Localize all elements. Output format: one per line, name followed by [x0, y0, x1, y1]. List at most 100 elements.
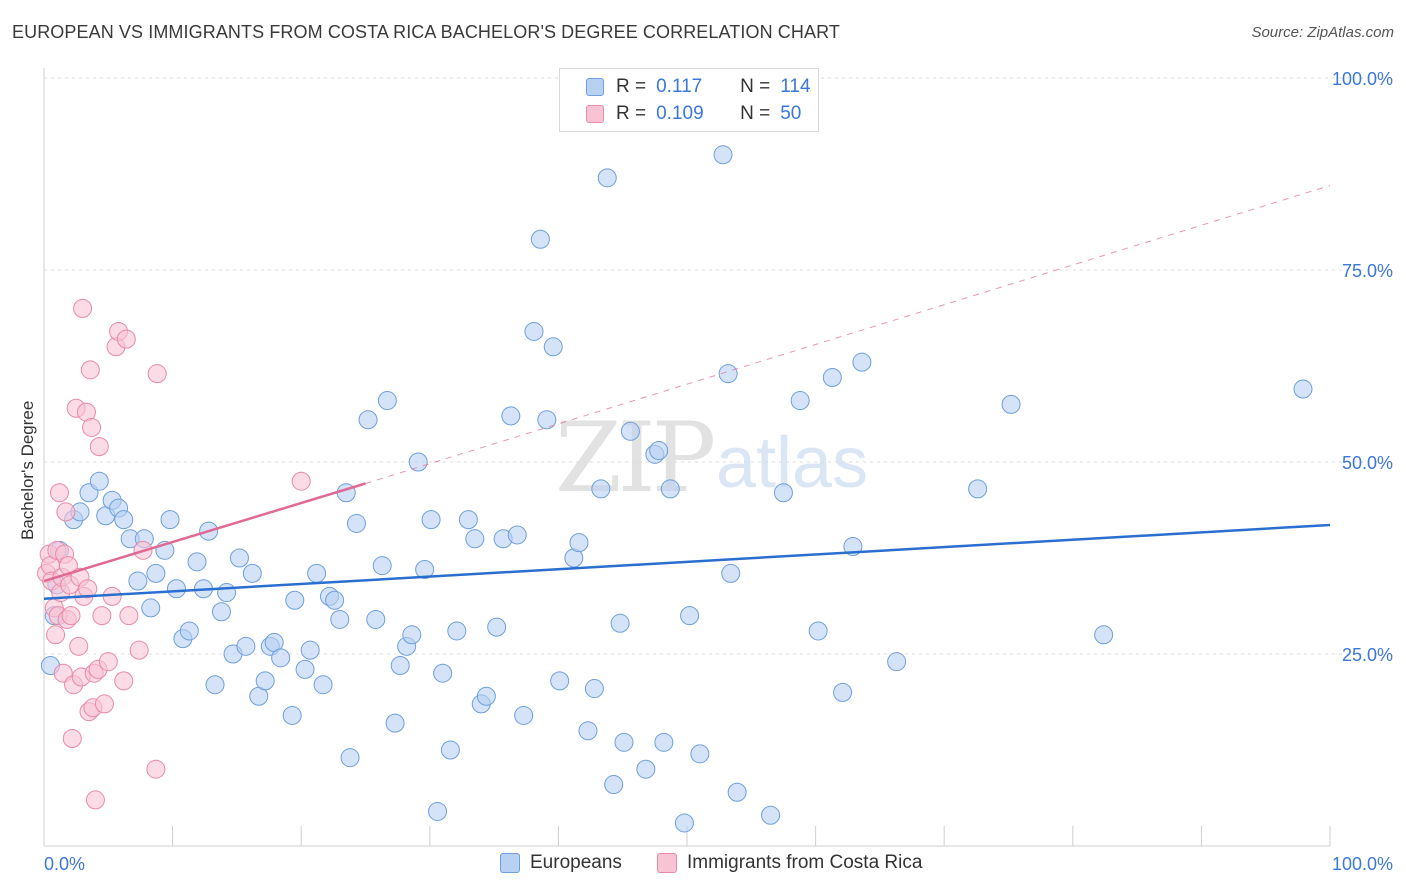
point-europeans	[852, 352, 872, 372]
point-europeans	[808, 621, 828, 641]
point-costa-rica	[61, 606, 81, 626]
point-europeans	[271, 648, 291, 668]
trendline-costa-rica	[365, 185, 1331, 484]
point-europeans	[660, 479, 680, 499]
point-europeans	[620, 421, 640, 441]
point-europeans	[721, 563, 741, 583]
point-europeans	[372, 556, 392, 576]
point-europeans	[440, 740, 460, 760]
point-europeans	[654, 732, 674, 752]
point-costa-rica	[92, 606, 112, 626]
point-europeans	[507, 525, 527, 545]
legend-row-costa-rica: R = 0.109 N = 50	[586, 103, 801, 125]
point-europeans	[501, 406, 521, 426]
point-europeans	[578, 721, 598, 741]
point-europeans	[325, 590, 345, 610]
point-europeans	[421, 510, 441, 530]
bottom-legend-label-europeans: Europeans	[530, 852, 622, 873]
point-europeans	[530, 229, 550, 249]
point-europeans	[690, 744, 710, 764]
point-europeans	[340, 748, 360, 768]
legend-r-label: R =	[616, 103, 647, 124]
legend-n-value-costa-rica: 50	[780, 103, 802, 124]
x-tick-label: 100.0%	[1332, 854, 1393, 874]
legend-swatch-costa-rica	[586, 105, 604, 123]
point-europeans	[313, 675, 333, 695]
point-europeans	[822, 368, 842, 388]
bottom-legend-swatch-europeans	[500, 853, 520, 873]
point-europeans	[833, 682, 853, 702]
point-costa-rica	[94, 694, 114, 714]
legend-row-europeans: R = 0.117 N = 114	[586, 76, 811, 98]
point-costa-rica	[85, 790, 105, 810]
bottom-legend-costa-rica: Immigrants from Costa Rica	[657, 852, 922, 874]
point-costa-rica	[49, 483, 69, 503]
point-europeans	[385, 713, 405, 733]
point-europeans	[282, 705, 302, 725]
point-costa-rica	[46, 625, 66, 645]
point-europeans	[128, 571, 148, 591]
point-europeans	[649, 440, 669, 460]
point-europeans	[242, 563, 262, 583]
point-europeans	[211, 602, 231, 622]
y-tick-label: 25.0%	[1342, 645, 1393, 665]
point-europeans	[514, 705, 534, 725]
point-europeans	[727, 782, 747, 802]
point-costa-rica	[129, 640, 149, 660]
point-europeans	[346, 513, 366, 533]
y-axis-label: Bachelor's Degree	[18, 400, 37, 540]
point-europeans	[415, 560, 435, 580]
point-europeans	[166, 579, 186, 599]
x-tick-label: 0.0%	[44, 854, 85, 874]
point-europeans	[295, 659, 315, 679]
point-europeans	[487, 617, 507, 637]
point-europeans	[146, 563, 166, 583]
point-europeans	[674, 813, 694, 833]
point-europeans	[160, 510, 180, 530]
y-tick-label: 50.0%	[1342, 453, 1393, 473]
legend-n-label: N =	[740, 103, 771, 124]
point-europeans	[968, 479, 988, 499]
y-tick-label: 100.0%	[1332, 69, 1393, 89]
point-costa-rica	[98, 652, 118, 672]
point-costa-rica	[82, 417, 102, 437]
point-europeans	[402, 625, 422, 645]
point-europeans	[205, 675, 225, 695]
point-europeans	[887, 652, 907, 672]
point-europeans	[141, 598, 161, 618]
point-europeans	[390, 656, 410, 676]
point-europeans	[1293, 379, 1313, 399]
point-europeans	[524, 321, 544, 341]
point-europeans	[433, 663, 453, 683]
point-europeans	[236, 636, 256, 656]
point-europeans	[366, 609, 386, 629]
point-europeans	[610, 613, 630, 633]
legend: R = 0.117 N = 114 R = 0.109 N = 50	[559, 68, 819, 132]
point-europeans	[550, 671, 570, 691]
bottom-legend-swatch-costa-rica	[657, 853, 677, 873]
point-costa-rica	[116, 329, 136, 349]
point-europeans	[597, 168, 617, 188]
point-europeans	[476, 686, 496, 706]
point-europeans	[636, 759, 656, 779]
point-europeans	[713, 145, 733, 165]
point-europeans	[179, 621, 199, 641]
point-europeans	[718, 364, 738, 384]
point-europeans	[408, 452, 428, 472]
legend-n-value-europeans: 114	[780, 76, 811, 97]
point-europeans	[569, 533, 589, 553]
point-europeans	[255, 671, 275, 691]
legend-r-value-costa-rica: 0.109	[656, 103, 704, 124]
point-costa-rica	[56, 502, 76, 522]
point-europeans	[604, 775, 624, 795]
point-europeans	[1001, 394, 1021, 414]
point-europeans	[591, 479, 611, 499]
point-europeans	[614, 732, 634, 752]
point-europeans	[428, 801, 448, 821]
trendline-costa-rica	[43, 482, 366, 583]
point-costa-rica	[114, 671, 134, 691]
bottom-legend-label-costa-rica: Immigrants from Costa Rica	[687, 852, 923, 873]
point-europeans	[761, 805, 781, 825]
point-europeans	[465, 529, 485, 549]
